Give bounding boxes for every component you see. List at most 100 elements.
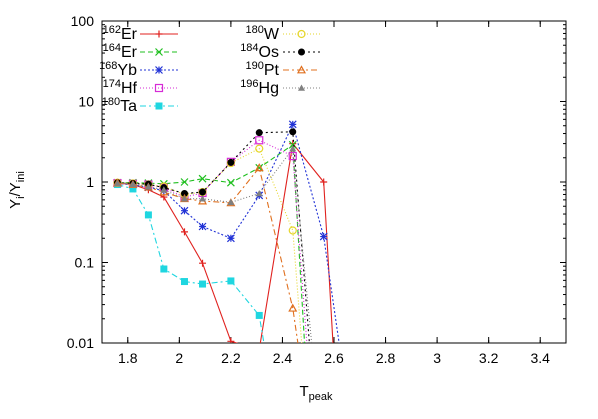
series-line: [117, 142, 334, 343]
data-point: [199, 195, 207, 202]
legend-element: Ta: [120, 98, 137, 115]
y-tick-label: 100: [71, 13, 95, 29]
legend-mass-number: 190: [246, 60, 264, 72]
data-point: [160, 186, 168, 193]
series-line: [117, 131, 310, 343]
legend-element: Hg: [259, 80, 279, 97]
legend-marker: [155, 102, 163, 110]
data-point: [255, 136, 264, 145]
x-tick-label: 2.4: [273, 350, 293, 366]
legend-item: 190Pt: [246, 60, 320, 79]
data-point: [180, 195, 188, 202]
series-164-Er: [113, 140, 306, 343]
legend-marker: [298, 48, 305, 56]
data-point: [199, 188, 207, 196]
data-point: [288, 151, 297, 161]
legend-marker: [155, 30, 163, 38]
y-axis-label-sub: ini: [15, 171, 27, 182]
legend-element: Pt: [264, 62, 280, 79]
data-point: [255, 144, 264, 153]
data-point: [227, 198, 235, 206]
legend-mass-number: 180: [246, 24, 264, 36]
series-180-Ta: [113, 181, 265, 343]
legend-label: 174Hf: [103, 78, 138, 97]
legend-label: 164Er: [103, 42, 138, 61]
data-point: [199, 259, 207, 267]
legend-element: W: [264, 26, 280, 43]
y-tick-label: 0.1: [75, 255, 95, 271]
legend-marker: [297, 29, 306, 39]
y-axis-label-sub: i: [15, 196, 27, 198]
legend-marker: [155, 48, 163, 56]
y-tick-label: 1: [86, 174, 94, 190]
data-point: [288, 120, 297, 129]
legend-label: 184Os: [240, 42, 279, 61]
data-point: [144, 211, 152, 219]
data-point: [129, 185, 137, 193]
x-tick-label: 2: [175, 350, 183, 366]
y-tick-label: 0.01: [67, 335, 94, 351]
data-point: [160, 265, 168, 273]
x-tick-label: 3.2: [479, 350, 499, 366]
legend-mass-number: 174: [103, 78, 121, 90]
series-174-Hf: [113, 136, 308, 343]
data-point: [129, 180, 137, 187]
data-point: [198, 174, 207, 183]
legend-item: 164Er: [103, 42, 178, 61]
legend-element: Er: [121, 44, 138, 61]
data-point: [320, 178, 328, 186]
legend-element: Hf: [121, 80, 138, 97]
plot-frame: [101, 20, 567, 344]
data-point: [227, 277, 235, 285]
legend-marker: [296, 65, 307, 74]
data-point: [180, 178, 189, 186]
axis-ticks: 1.8 2 2.2 2.4 2.6 2.8 3 3.2 3.4 0.01 0.1 1 10 100: [67, 13, 566, 366]
legend-item: 174Hf: [103, 78, 178, 97]
series-layer: [112, 120, 340, 343]
data-point: [180, 206, 189, 215]
data-point: [226, 178, 235, 187]
legend-item: 162Er: [103, 24, 178, 43]
data-point: [180, 278, 188, 286]
series-190-Pt: [112, 163, 299, 343]
data-point: [180, 189, 188, 197]
legend-element: Os: [259, 44, 279, 61]
legend-marker: [155, 66, 163, 74]
data-point: [227, 158, 235, 166]
legend-item: 180Ta: [102, 96, 178, 115]
data-point: [255, 129, 263, 137]
legend-item: 196Hg: [240, 78, 320, 97]
legend-label: 190Pt: [246, 60, 280, 79]
x-axis-label-sub: peak: [309, 391, 333, 403]
data-point: [113, 179, 121, 186]
legend-mass-number: 180: [102, 96, 120, 108]
legend-mass-number: 164: [103, 42, 121, 54]
legend-label: 180W: [246, 24, 280, 43]
data-point: [198, 222, 207, 231]
x-axis-label: Tpeak: [299, 383, 333, 403]
legend-label: 180Ta: [102, 96, 137, 115]
y-axis-label-part: /Y: [7, 182, 24, 196]
series-line: [117, 183, 265, 343]
data-point: [319, 232, 328, 241]
data-point: [288, 226, 297, 235]
series-line: [117, 147, 313, 343]
legend: 162Er164Er168Yb174Hf180Ta180W184Os190Pt1…: [99, 24, 320, 115]
legend-item: 184Os: [240, 42, 320, 61]
data-point: [289, 128, 297, 136]
data-point: [199, 280, 207, 288]
legend-label: 196Hg: [240, 78, 279, 97]
series-line: [117, 166, 299, 343]
x-tick-label: 3.4: [530, 350, 550, 366]
series-line: [117, 122, 340, 343]
series-line: [117, 139, 308, 343]
data-point: [254, 163, 264, 172]
legend-label: 168Yb: [99, 60, 137, 79]
x-tick-label: 2.2: [221, 350, 241, 366]
x-tick-label: 2.6: [324, 350, 344, 366]
data-point: [180, 228, 188, 236]
x-tick-label: 1.8: [118, 350, 138, 366]
x-axis-label-main: T: [299, 383, 308, 400]
data-point: [255, 189, 263, 197]
